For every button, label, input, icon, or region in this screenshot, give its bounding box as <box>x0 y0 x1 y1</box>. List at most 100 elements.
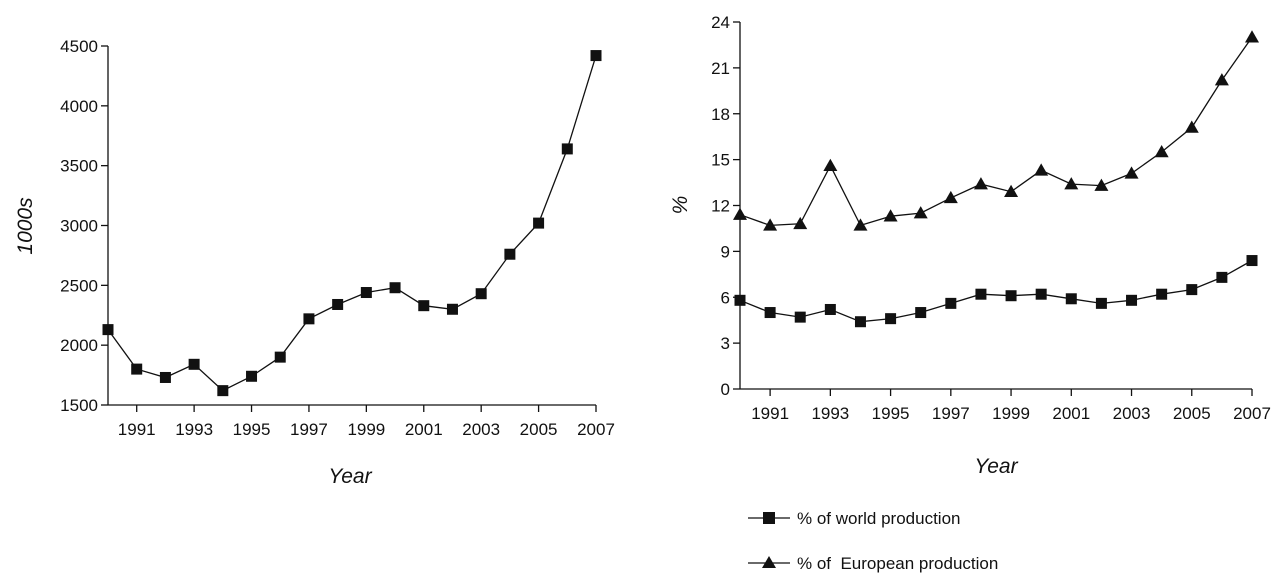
y-tick-label: 3 <box>721 334 730 353</box>
x-tick-label: 2003 <box>462 420 500 439</box>
x-tick-label: 1997 <box>932 404 970 423</box>
data-point-world-production <box>1126 295 1137 306</box>
x-tick-label: 2005 <box>520 420 558 439</box>
data-point-world-production <box>1186 284 1197 295</box>
data-point-production-1000s <box>447 304 458 315</box>
data-point-european-production <box>823 159 837 171</box>
data-point-european-production <box>793 217 807 229</box>
data-point-production-1000s <box>418 300 429 311</box>
data-point-european-production <box>974 177 988 189</box>
y-tick-label: 0 <box>721 380 730 399</box>
y-tick-label: 3000 <box>60 217 98 236</box>
data-point-world-production <box>1006 290 1017 301</box>
legend: % of world production % of European prod… <box>748 509 998 573</box>
series-line-production-1000s <box>108 56 596 391</box>
data-point-world-production <box>1036 289 1047 300</box>
legend-marker-square <box>763 512 775 524</box>
data-point-production-1000s <box>131 364 142 375</box>
data-point-european-production <box>1125 166 1139 178</box>
data-point-production-1000s <box>160 372 171 383</box>
y-tick-label: 21 <box>711 59 730 78</box>
data-point-world-production <box>975 289 986 300</box>
x-tick-label: 2007 <box>577 420 615 439</box>
chart-production-1000s: 1000s Year 1500 2000 2500 3000 3500 4000 4500 1… <box>14 37 615 488</box>
legend-item-world: % of world production <box>748 509 960 528</box>
data-point-european-production <box>1034 163 1048 175</box>
x-tick-label: 1991 <box>751 404 789 423</box>
data-point-european-production <box>914 206 928 218</box>
y-tick-label: 9 <box>721 242 730 261</box>
x-tick-label: 1995 <box>233 420 271 439</box>
data-point-production-1000s <box>476 288 487 299</box>
data-point-production-1000s <box>189 359 200 370</box>
data-point-world-production <box>1066 293 1077 304</box>
y-tick-label: 4000 <box>60 97 98 116</box>
data-point-world-production <box>1216 272 1227 283</box>
data-point-production-1000s <box>332 299 343 310</box>
y-axis-title: 1000s <box>14 197 37 255</box>
data-point-world-production <box>945 298 956 309</box>
data-point-european-production <box>1185 121 1199 133</box>
y-tick-label: 1500 <box>60 396 98 415</box>
data-point-world-production <box>735 295 746 306</box>
legend-label-european: % of European production <box>797 554 998 573</box>
data-point-production-1000s <box>217 385 228 396</box>
data-point-production-1000s <box>504 249 515 260</box>
x-tick-label: 1991 <box>118 420 156 439</box>
y-axis-title: % <box>669 196 692 215</box>
data-point-production-1000s <box>246 371 257 382</box>
x-tick-label: 2007 <box>1233 404 1271 423</box>
data-point-european-production <box>1215 73 1229 85</box>
y-tick-label: 6 <box>721 288 730 307</box>
data-point-production-1000s <box>591 50 602 61</box>
x-axis-title: Year <box>974 455 1018 478</box>
data-point-world-production <box>795 312 806 323</box>
y-tick-label: 24 <box>711 13 730 32</box>
data-point-world-production <box>855 316 866 327</box>
data-point-world-production <box>915 307 926 318</box>
chart-production-percent: % Year 0 3 6 9 12 15 18 21 24 1991 1993 1995 1997 199… <box>669 13 1271 573</box>
x-tick-label: 1993 <box>175 420 213 439</box>
y-tick-label: 3500 <box>60 157 98 176</box>
y-tick-label: 4500 <box>60 37 98 56</box>
x-tick-label: 2001 <box>1052 404 1090 423</box>
data-point-production-1000s <box>303 313 314 324</box>
data-point-production-1000s <box>562 143 573 154</box>
data-point-european-production <box>944 191 958 203</box>
data-point-european-production <box>1064 177 1078 189</box>
x-tick-label: 2001 <box>405 420 443 439</box>
series-line-european-production <box>740 37 1252 225</box>
data-point-world-production <box>1247 255 1258 266</box>
data-point-european-production <box>1155 145 1169 157</box>
x-axis-title: Year <box>328 465 372 488</box>
series-line-world-production <box>740 261 1252 322</box>
data-point-world-production <box>1096 298 1107 309</box>
data-point-production-1000s <box>361 287 372 298</box>
x-tick-label: 1999 <box>992 404 1030 423</box>
data-point-world-production <box>825 304 836 315</box>
x-tick-label: 2005 <box>1173 404 1211 423</box>
x-tick-label: 1999 <box>347 420 385 439</box>
y-tick-label: 18 <box>711 105 730 124</box>
data-point-production-1000s <box>390 282 401 293</box>
x-tick-label: 1993 <box>811 404 849 423</box>
data-point-production-1000s <box>533 218 544 229</box>
data-point-european-production <box>1245 30 1259 42</box>
y-tick-label: 2500 <box>60 276 98 295</box>
y-tick-label: 2000 <box>60 336 98 355</box>
data-point-production-1000s <box>103 324 114 335</box>
data-point-production-1000s <box>275 352 286 363</box>
x-tick-label: 1997 <box>290 420 328 439</box>
legend-marker-triangle <box>762 556 776 568</box>
y-tick-label: 15 <box>711 151 730 170</box>
legend-item-european: % of European production <box>748 554 998 573</box>
x-tick-label: 1995 <box>872 404 910 423</box>
x-tick-label: 2003 <box>1113 404 1151 423</box>
data-point-european-production <box>733 208 747 220</box>
y-tick-label: 12 <box>711 197 730 216</box>
data-point-world-production <box>765 307 776 318</box>
legend-label-world: % of world production <box>797 509 960 528</box>
data-point-world-production <box>885 313 896 324</box>
data-point-world-production <box>1156 289 1167 300</box>
